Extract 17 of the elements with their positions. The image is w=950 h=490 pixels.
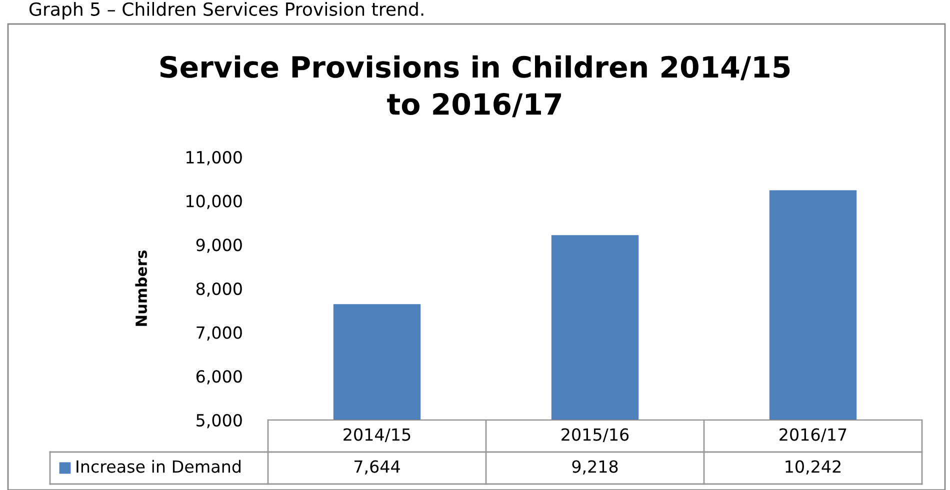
- y-tick-label: 10,000: [186, 194, 242, 210]
- y-tick-label: 9,000: [196, 238, 242, 253]
- chart-title: Service Provisions in Children 2014/15 to 2016/17: [160, 55, 790, 118]
- text: 10,242: [786, 460, 840, 475]
- caption: Graph 5 – Children Services Provision trend.: [30, 2, 424, 20]
- y-axis-title: Numbers: [135, 250, 148, 326]
- text: 9,218: [572, 460, 618, 475]
- y-tick-label: 6,000: [196, 370, 242, 384]
- x-tick-label: 2016/17: [780, 428, 846, 442]
- x-tick-label: 2015/16: [562, 428, 629, 442]
- y-tick-label: 11,000: [186, 150, 242, 166]
- legend-label: Increase in Demand: [76, 460, 240, 473]
- y-tick-label: 5,000: [196, 414, 242, 428]
- y-tick-label: 7,000: [196, 326, 242, 341]
- x-tick-label: 2014/15: [344, 428, 410, 442]
- text: 7,644: [354, 460, 400, 475]
- y-tick-label: 8,000: [196, 282, 242, 297]
